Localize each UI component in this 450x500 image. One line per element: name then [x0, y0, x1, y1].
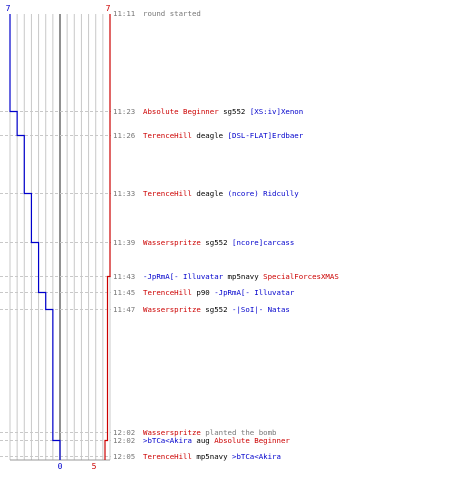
- event-text-part: sg552: [201, 305, 232, 314]
- event-text-part: >bTCa<Akira: [143, 436, 192, 445]
- event-text: TerenceHill deagle (ncore) Ridcully: [143, 189, 299, 198]
- event-text-part: -JpRmA[- Illuvatar: [214, 288, 295, 297]
- event-text: Wasserspritze planted the bomb: [143, 428, 277, 437]
- event-text: TerenceHill deagle [DSL-FLAT]Erdbaer: [143, 131, 304, 140]
- blue-end-label: 0: [58, 462, 63, 471]
- event-text: -JpRmA[- Illuvatar mp5navy SpecialForces…: [143, 272, 339, 281]
- event-text-part: -|SoI|- Natas: [232, 305, 290, 314]
- event-text-part: Wasserspritze: [143, 238, 201, 247]
- event-time: 12:02: [113, 436, 135, 445]
- event-time: 11:45: [113, 288, 135, 297]
- event-time: 11:33: [113, 189, 135, 198]
- event-text-part: [XS:iv]Xenon: [250, 107, 303, 116]
- red-end-label: 5: [92, 462, 97, 471]
- event-text-part: (ncore) Ridcully: [228, 189, 300, 198]
- event-time: 11:23: [113, 107, 135, 116]
- event-text-part: TerenceHill: [143, 189, 192, 198]
- event-text-part: [DSL-FLAT]Erdbaer: [228, 131, 304, 140]
- event-text-part: sg552: [201, 238, 232, 247]
- event-text: TerenceHill mp5navy >bTCa<Akira: [143, 452, 281, 461]
- event-text-part: [ncore]carcass: [232, 238, 294, 247]
- event-text-part: p90: [192, 288, 214, 297]
- event-time: 11:39: [113, 238, 135, 247]
- event-text-part: TerenceHill: [143, 131, 192, 140]
- event-text-part: Absolute Beginner: [214, 436, 290, 445]
- event-text-part: Wasserspritze: [143, 428, 201, 437]
- event-text-part: deagle: [192, 131, 228, 140]
- event-text: Wasserspritze sg552 [ncore]carcass: [143, 238, 294, 247]
- event-text-part: SpecialForcesXMAS: [263, 272, 339, 281]
- event-text-part: aug: [192, 436, 214, 445]
- event-time: 12:05: [113, 452, 135, 461]
- event-text-part: round started: [143, 9, 201, 18]
- event-text-part: mp5navy: [223, 272, 263, 281]
- event-text-part: sg552: [219, 107, 250, 116]
- event-time: 11:43: [113, 272, 135, 281]
- event-text: >bTCa<Akira aug Absolute Beginner: [143, 436, 290, 445]
- event-text-part: planted the bomb: [201, 428, 277, 437]
- event-text-part: TerenceHill: [143, 288, 192, 297]
- event-text: Wasserspritze sg552 -|SoI|- Natas: [143, 305, 290, 314]
- event-text-part: >bTCa<Akira: [232, 452, 281, 461]
- event-text-part: -JpRmA[- Illuvatar: [143, 272, 224, 281]
- event-text-part: deagle: [192, 189, 228, 198]
- red-start-label: 7: [106, 4, 111, 13]
- event-text: round started: [143, 9, 201, 18]
- event-text-part: Wasserspritze: [143, 305, 201, 314]
- event-text-part: TerenceHill: [143, 452, 192, 461]
- event-text: Absolute Beginner sg552 [XS:iv]Xenon: [143, 107, 303, 116]
- event-text-part: mp5navy: [192, 452, 232, 461]
- event-time: 12:02: [113, 428, 135, 437]
- event-time: 11:26: [113, 131, 135, 140]
- event-text-part: Absolute Beginner: [143, 107, 219, 116]
- blue-start-label: 7: [6, 4, 11, 13]
- red-team-line: [104, 14, 111, 460]
- event-text: TerenceHill p90 -JpRmA[- Illuvatar: [143, 288, 295, 297]
- event-time: 11:47: [113, 305, 135, 314]
- event-time: 11:11: [113, 9, 135, 18]
- blue-team-line: [9, 14, 61, 460]
